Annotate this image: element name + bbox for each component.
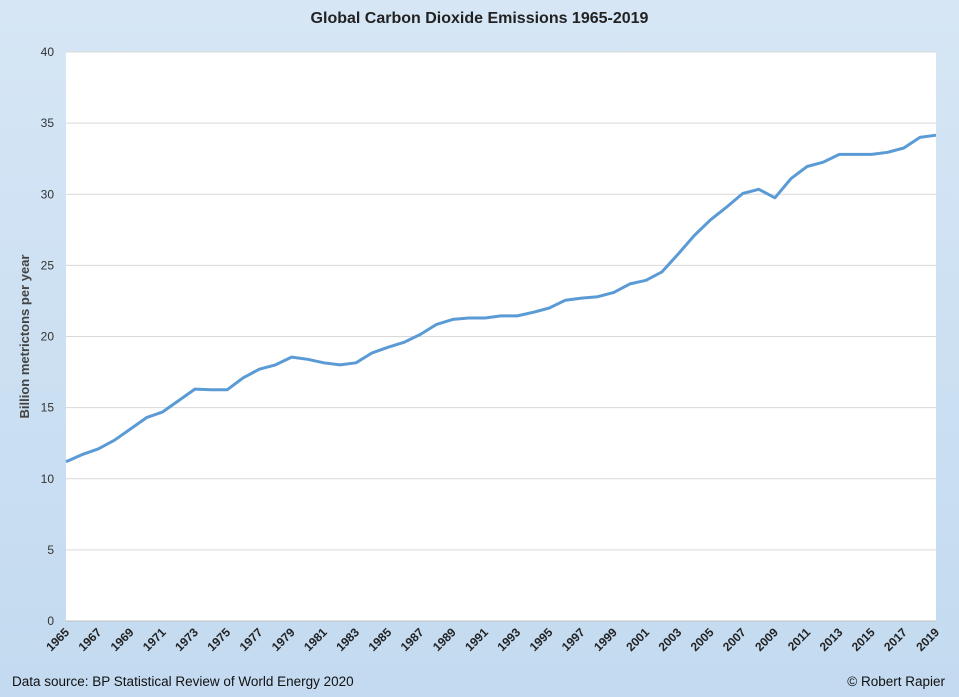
y-axis-label: Billion metrictons per year (17, 255, 32, 419)
x-tick-label: 2001 (623, 625, 652, 654)
x-tick-label: 1975 (204, 625, 233, 654)
x-tick-label: 1997 (559, 625, 588, 654)
y-tick-label: 5 (47, 543, 54, 557)
y-tick-label: 20 (41, 330, 55, 344)
x-tick-label: 1967 (76, 625, 105, 654)
x-tick-label: 2015 (849, 625, 878, 654)
x-tick-label: 1993 (494, 625, 523, 654)
data-source: Data source: BP Statistical Review of Wo… (12, 674, 354, 689)
x-tick-label: 1973 (172, 625, 201, 654)
x-tick-label: 2019 (913, 625, 942, 654)
x-tick-label: 1983 (333, 625, 362, 654)
y-tick-label: 10 (41, 472, 55, 486)
x-tick-label: 2009 (752, 625, 781, 654)
copyright: © Robert Rapier (847, 674, 945, 689)
y-tick-label: 40 (41, 45, 55, 59)
x-tick-label: 2005 (688, 625, 717, 654)
x-tick-label: 2011 (785, 625, 814, 654)
y-tick-label: 35 (41, 116, 55, 130)
x-tick-label: 1977 (237, 625, 266, 654)
x-tick-label: 1987 (398, 625, 427, 654)
x-tick-label: 1989 (430, 625, 459, 654)
x-tick-label: 1995 (527, 625, 556, 654)
y-tick-label: 15 (41, 401, 55, 415)
x-tick-label: 2013 (817, 625, 846, 654)
x-tick-label: 2017 (881, 625, 910, 654)
x-tick-label: 1979 (269, 625, 298, 654)
x-tick-label: 1969 (108, 625, 137, 654)
y-tick-label: 30 (41, 187, 55, 201)
x-tick-label: 2007 (720, 625, 749, 654)
x-tick-label: 1985 (366, 625, 395, 654)
x-tick-label: 1991 (462, 625, 491, 654)
y-tick-label: 25 (41, 258, 55, 272)
x-tick-label: 1981 (301, 625, 330, 654)
x-tick-label: 1965 (43, 625, 72, 654)
x-tick-label: 1971 (140, 625, 169, 654)
chart-title: Global Carbon Dioxide Emissions 1965-201… (310, 10, 649, 27)
y-tick-label: 0 (47, 614, 54, 628)
x-tick-label: 2003 (656, 625, 685, 654)
x-tick-label: 1999 (591, 625, 620, 654)
